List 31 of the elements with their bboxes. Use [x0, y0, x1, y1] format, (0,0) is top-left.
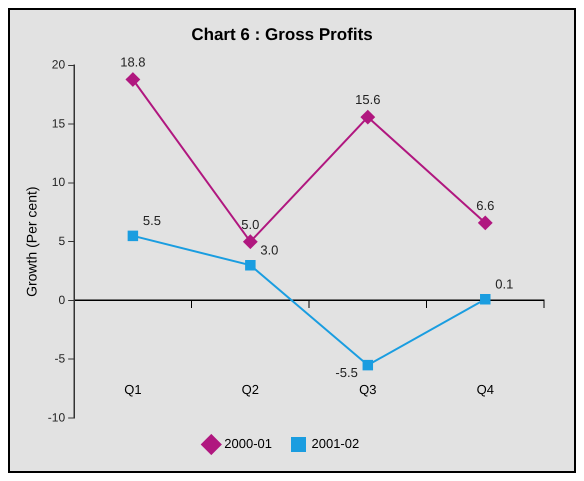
- data-label: 0.1: [495, 276, 514, 292]
- point: [362, 360, 374, 370]
- data-label: 15.6: [355, 92, 380, 108]
- x-tick-label: Q1: [124, 382, 142, 397]
- data-label: 6.6: [476, 198, 494, 213]
- y-tick-label: 10: [52, 175, 66, 190]
- y-axis-title: Growth (Per cent): [23, 186, 40, 297]
- y-tick-label: -10: [48, 410, 66, 424]
- y-tick-label: -5: [54, 352, 66, 366]
- legend-label: 2000-01: [224, 436, 272, 452]
- data-label: 5.5: [142, 212, 161, 228]
- x-tick-label: Q4: [476, 382, 494, 397]
- point: [243, 234, 258, 249]
- point: [480, 294, 491, 305]
- point: [126, 72, 140, 87]
- point: [478, 216, 492, 230]
- legend-label: 2001-02: [312, 436, 360, 452]
- data-label: 3.0: [260, 242, 278, 258]
- x-tick-label: Q3: [359, 382, 376, 397]
- y-tick-label: 5: [58, 234, 66, 248]
- data-label: 5.0: [241, 216, 260, 232]
- y-tick-label: 0: [58, 292, 66, 307]
- data-label: 18.8: [120, 54, 146, 70]
- chart-title: Chart 6 : Gross Profits: [191, 24, 373, 44]
- y-tick-label: 15: [52, 116, 66, 130]
- data-label: -5.5: [335, 365, 358, 380]
- point: [245, 260, 256, 270]
- x-tick-label: Q2: [242, 382, 260, 397]
- point: [128, 230, 138, 242]
- y-tick-label: 20: [52, 58, 66, 72]
- point: [360, 110, 375, 124]
